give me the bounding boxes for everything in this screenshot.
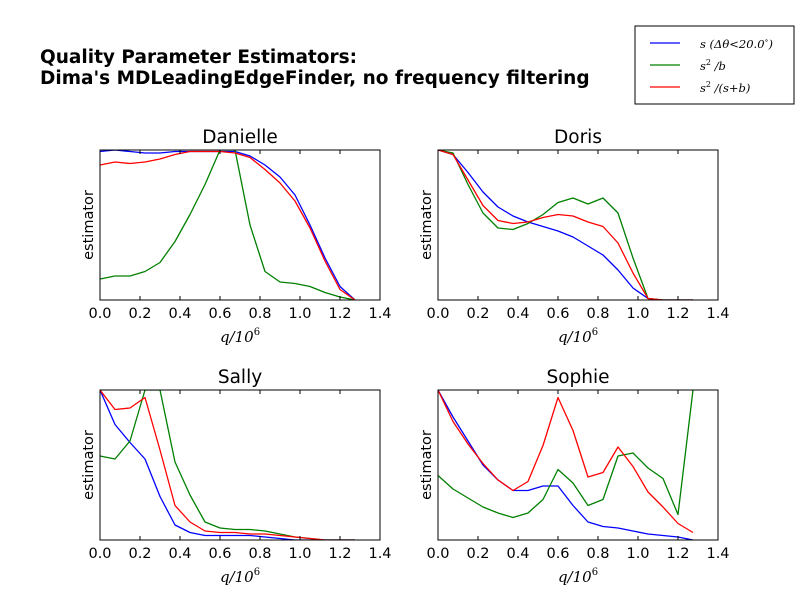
plot-frame [437,389,719,541]
legend-label-s2-sb: s2 /(s+b) [700,80,750,95]
x-tick-label: 1.0 [288,306,311,322]
x-tick-label: 0.2 [466,306,489,322]
x-tick-label: 0.8 [586,546,609,562]
subplot-title: Sophie [546,367,609,388]
y-axis-label: estimator [81,430,97,500]
y-axis-label: estimator [419,430,435,500]
x-axis-label: q/106 [220,567,260,586]
x-tick-label: 0.0 [426,306,449,322]
x-tick-label: 0.8 [248,546,271,562]
figure-title-line1: Quality Parameter Estimators: [40,47,357,68]
x-tick-label: 0.2 [128,546,151,562]
x-tick-label: 0.0 [88,546,111,562]
x-tick-label: 1.0 [626,546,649,562]
x-tick-label: 0.4 [168,306,191,322]
legend-label-s-dtheta: s (Δθ<20.0∘) [700,36,773,51]
x-tick-label: 1.2 [666,306,689,322]
x-tick-label: 0.8 [586,306,609,322]
x-axis-label: q/106 [220,327,260,346]
x-tick-label: 0.6 [208,546,231,562]
subplots: 0.0 0.2 0.4 0.6 0.8 1.0 1.2 1.4 Danielle estimato… [81,127,730,586]
x-tick-label: 1.4 [706,306,729,322]
series-line-sally-2 [100,390,355,540]
series-line-sally-3 [100,390,355,540]
x-tick-label: 1.2 [328,306,351,322]
x-tick-label: 0.6 [208,306,231,322]
x-tick-label: 0.4 [506,306,529,322]
x-tick-label: 1.2 [666,546,689,562]
series-line-doris-1 [438,150,693,300]
x-tick-label: 0.6 [546,306,569,322]
x-tick-label: 0.6 [546,546,569,562]
y-axis-label: estimator [81,190,97,260]
subplot-title: Sally [218,367,262,388]
x-tick-label: 0.8 [248,306,271,322]
series-line-sophie-3 [438,390,694,534]
subplot-danielle: 0.0 0.2 0.4 0.6 0.8 1.0 1.2 1.4 Danielle estimato… [81,127,392,346]
series-line-sophie-2 [438,390,694,519]
plot-frame [99,389,381,541]
x-tick-label: 0.0 [88,306,111,322]
series-line-danielle-1 [100,150,356,300]
subplot-sally: 0.0 0.2 0.4 0.6 0.8 1.0 1.2 1.4 Sally estimator q/… [81,367,392,586]
x-tick-label: 1.2 [328,546,351,562]
x-tick-label: 0.4 [506,546,529,562]
subplot-title: Danielle [202,127,278,148]
x-tick-label: 1.0 [288,546,311,562]
x-tick-label: 1.4 [706,546,729,562]
series-line-danielle-3 [100,150,356,300]
subplot-doris: 0.0 0.2 0.4 0.6 0.8 1.0 1.2 1.4 Doris estimator q/… [419,127,730,346]
figure-title-line2: Dima's MDLeadingEdgeFinder, no frequency… [40,68,590,89]
series-group [100,150,356,300]
x-tick-label: 1.0 [626,306,649,322]
legend-label-s2-b: s2 /b [700,58,726,73]
y-axis-label: estimator [419,190,435,260]
series-group [100,390,355,540]
x-axis-label: q/106 [558,327,598,346]
x-axis-label: q/106 [558,567,598,586]
x-tick-label: 1.4 [368,546,391,562]
x-tick-label: 0.2 [466,546,489,562]
series-group [438,390,694,540]
x-tick-label: 0.2 [128,306,151,322]
subplot-title: Doris [554,127,602,148]
subplot-sophie: 0.0 0.2 0.4 0.6 0.8 1.0 1.2 1.4 Sophie estimator q… [419,367,730,586]
series-line-doris-2 [438,150,693,300]
plot-frame [99,149,381,301]
series-line-doris-3 [438,150,693,300]
x-tick-label: 0.0 [426,546,449,562]
series-line-sally-1 [100,390,355,540]
legend: s (Δθ<20.0∘) s2 /b s2 /(s+b) [634,25,795,105]
series-line-danielle-2 [100,150,356,300]
plot-frame [437,149,719,301]
series-group [438,150,693,300]
x-tick-label: 1.4 [368,306,391,322]
x-tick-label: 0.4 [168,546,191,562]
